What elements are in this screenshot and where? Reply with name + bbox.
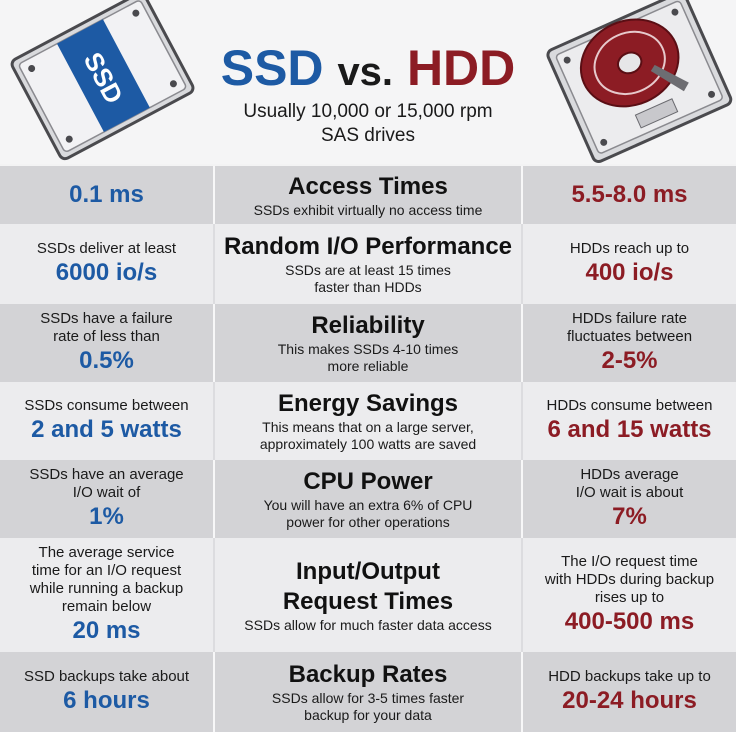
hdd-value: 5.5-8.0 ms xyxy=(571,181,688,208)
ssd-cell: SSDs have a failure rate of less than 0.5% xyxy=(0,304,213,382)
ssd-value: 20 ms xyxy=(72,617,141,644)
category-cell: Random I/O Performance SSDs are at least … xyxy=(213,224,523,304)
category-cell: Energy Savings This means that on a large… xyxy=(213,382,523,460)
ssd-note: The average service xyxy=(38,544,175,561)
hdd-value: 400-500 ms xyxy=(564,608,695,635)
hdd-cell: HDDs failure rate fluctuates between 2-5% xyxy=(523,304,736,382)
ssd-cell: 0.1 ms xyxy=(0,166,213,224)
table-row: The average service time for an I/O reque… xyxy=(0,538,736,652)
category-title: Request Times xyxy=(282,587,454,615)
hdd-cell: HDDs average I/O wait is about 7% xyxy=(523,460,736,538)
ssd-note: I/O wait of xyxy=(72,484,141,501)
category-description: SSDs allow for much faster data access xyxy=(244,616,492,633)
category-description: faster than HDDs xyxy=(314,279,422,295)
hdd-note: HDD backups take up to xyxy=(548,668,711,685)
ssd-note: while running a backup xyxy=(29,580,184,597)
ssd-note: remain below xyxy=(61,598,152,615)
category-cell: Backup Rates SSDs allow for 3-5 times fas… xyxy=(213,652,523,732)
hdd-cell: HDDs consume between 6 and 15 watts xyxy=(523,382,736,460)
hdd-value: 400 io/s xyxy=(585,259,674,286)
hdd-note: I/O wait is about xyxy=(575,484,684,501)
ssd-cell: The average service time for an I/O reque… xyxy=(0,538,213,652)
hdd-cell: 5.5-8.0 ms xyxy=(523,166,736,224)
category-description: SSDs allow for 3-5 times faster xyxy=(271,690,465,706)
hdd-note: HDDs failure rate xyxy=(571,310,688,327)
hdd-cell: HDD backups take up to 20-24 hours xyxy=(523,652,736,732)
hdd-value: 20-24 hours xyxy=(562,687,697,714)
ssd-note: SSDs consume between xyxy=(24,397,189,414)
category-description: more reliable xyxy=(327,358,409,374)
table-row: 0.1 ms Access Times SSDs exhibit virtually… xyxy=(0,166,736,224)
category-description: This means that on a large server, xyxy=(262,419,474,435)
table-row: SSDs deliver at least 6000 io/s Random I/O… xyxy=(0,224,736,304)
hdd-note: HDDs consume between xyxy=(546,397,713,414)
category-description: approximately 100 watts are saved xyxy=(259,436,477,452)
title-ssd: SSD xyxy=(220,40,324,96)
ssd-cell: SSD backups take about 6 hours xyxy=(0,652,213,732)
category-description: SSDs are at least 15 times xyxy=(285,262,451,278)
category-cell: CPU Power You will have an extra 6% of CP… xyxy=(213,460,523,538)
table-row: SSDs have a failure rate of less than 0.5%… xyxy=(0,304,736,382)
table-row: SSD backups take about 6 hours Backup Rate… xyxy=(0,652,736,732)
hdd-note: rises up to xyxy=(594,589,665,606)
ssd-value: 1% xyxy=(89,503,124,530)
ssd-value: 2 and 5 watts xyxy=(31,416,182,443)
category-title: Energy Savings xyxy=(277,390,459,417)
subtitle-line: Usually 10,000 or 15,000 rpm xyxy=(243,101,493,122)
ssd-note: SSD backups take about xyxy=(23,668,190,685)
ssd-value: 6000 io/s xyxy=(55,259,158,286)
ssd-cell: SSDs consume between 2 and 5 watts xyxy=(0,382,213,460)
category-description: SSDs exhibit virtually no access time xyxy=(253,201,483,218)
subtitle: Usually 10,000 or 15,000 rpm SAS drives xyxy=(200,100,536,148)
ssd-note: rate of less than xyxy=(53,328,160,345)
ssd-value: 6 hours xyxy=(63,687,150,714)
hdd-value: 7% xyxy=(612,503,647,530)
category-cell: Reliability This makes SSDs 4-10 times mor… xyxy=(213,304,523,382)
ssd-cell: SSDs deliver at least 6000 io/s xyxy=(0,224,213,304)
hdd-value: 2-5% xyxy=(601,347,658,374)
category-cell: Input/Output Request Times SSDs allow for … xyxy=(213,538,523,652)
category-cell: Access Times SSDs exhibit virtually no ac… xyxy=(213,166,523,224)
subtitle-line: SAS drives xyxy=(321,125,415,146)
category-title: Reliability xyxy=(311,312,425,339)
page-title: SSD vs. HDD xyxy=(170,40,566,100)
category-title: Access Times xyxy=(288,172,448,200)
hdd-note: HDDs average xyxy=(580,466,679,483)
category-description: backup for your data xyxy=(304,707,432,723)
hdd-note: with HDDs during backup xyxy=(544,571,715,588)
category-title: CPU Power xyxy=(303,468,433,495)
ssd-value: 0.1 ms xyxy=(69,181,144,208)
hdd-drive-icon xyxy=(546,0,733,164)
category-description: This makes SSDs 4-10 times xyxy=(277,341,459,357)
header: SSD SSD vs. HDD Usually 10,000 or 15,000… xyxy=(0,0,736,164)
table-row: SSDs have an average I/O wait of 1% CPU Pow… xyxy=(0,460,736,538)
category-description: You will have an extra 6% of CPU xyxy=(263,497,473,513)
table-row: SSDs consume between 2 and 5 watts Energy … xyxy=(0,382,736,460)
ssd-note: SSDs deliver at least xyxy=(36,240,177,257)
ssd-note: SSDs have an average xyxy=(29,466,184,483)
hdd-cell: HDDs reach up to 400 io/s xyxy=(523,224,736,304)
hdd-note: The I/O request time xyxy=(561,553,698,570)
category-title: Input/Output xyxy=(296,557,440,585)
title-vs: vs. xyxy=(337,50,394,94)
hdd-note: HDDs reach up to xyxy=(569,240,690,257)
category-title: Random I/O Performance xyxy=(223,233,513,260)
comparison-table: 0.1 ms Access Times SSDs exhibit virtually… xyxy=(0,166,736,732)
ssd-value: 0.5% xyxy=(79,347,134,374)
hdd-cell: The I/O request time with HDDs during bac… xyxy=(523,538,736,652)
title-hdd: HDD xyxy=(406,40,516,96)
ssd-note: time for an I/O request xyxy=(31,562,182,579)
category-title: Backup Rates xyxy=(288,661,448,688)
ssd-drive-icon: SSD xyxy=(10,0,195,161)
hdd-note: fluctuates between xyxy=(566,328,693,345)
ssd-cell: SSDs have an average I/O wait of 1% xyxy=(0,460,213,538)
hdd-value: 6 and 15 watts xyxy=(547,416,712,443)
ssd-note: SSDs have a failure xyxy=(40,310,173,327)
category-description: power for other operations xyxy=(286,514,450,530)
